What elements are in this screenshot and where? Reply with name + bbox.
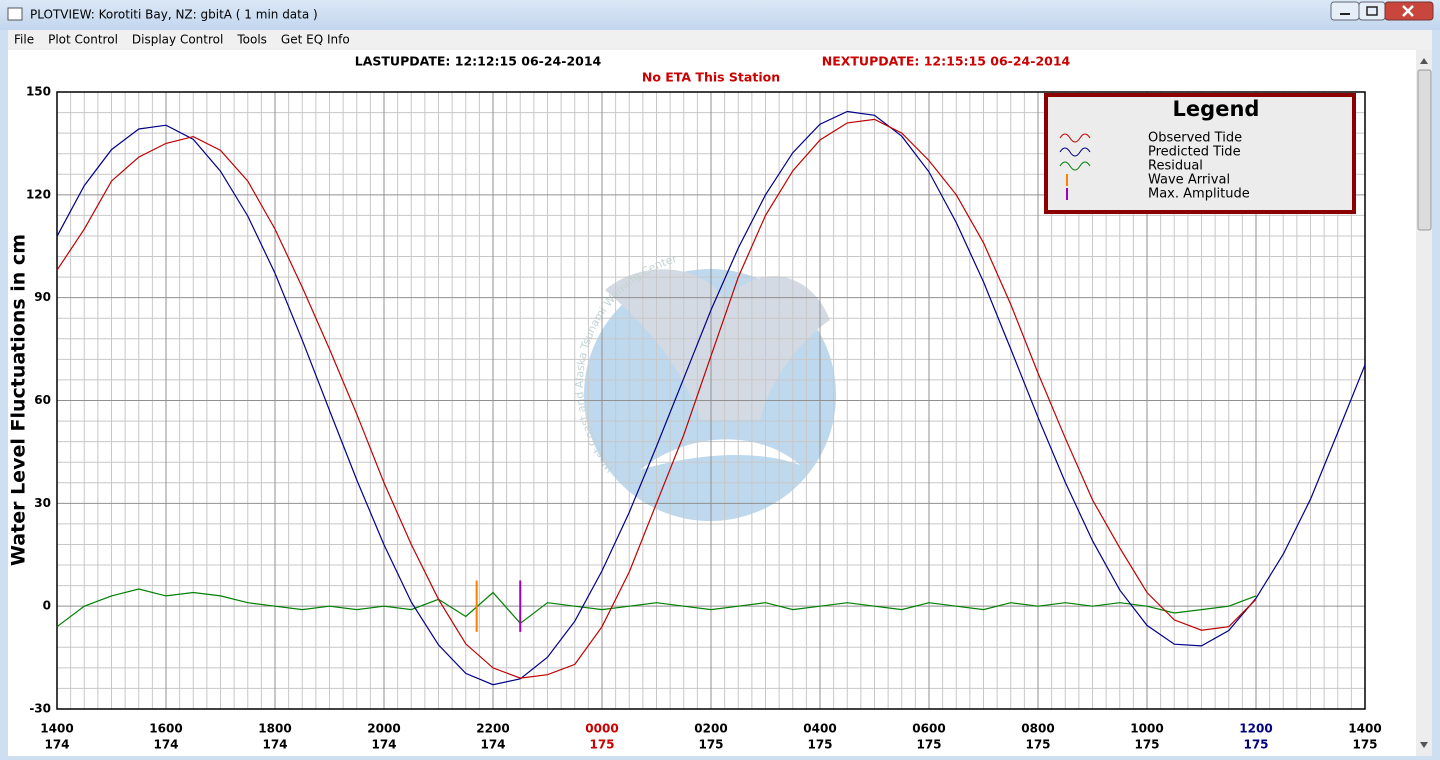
x-tick-day: 174 — [480, 738, 505, 752]
menu-item[interactable]: Display Control — [132, 33, 223, 47]
x-tick-day: 175 — [1243, 738, 1268, 752]
x-tick-day: 174 — [153, 738, 178, 752]
title-bar — [0, 0, 1440, 30]
close-icon — [1402, 5, 1414, 17]
x-tick-label: 1000 — [1130, 722, 1163, 736]
x-tick-label: 2200 — [476, 722, 509, 736]
legend-label: Max. Amplitude — [1148, 187, 1250, 202]
legend-swatch — [1059, 133, 1091, 143]
x-tick-label: 0000 — [585, 722, 618, 736]
watermark: West Coast and Alaska Tsunami Warning Ce… — [573, 252, 836, 521]
x-tick-day: 175 — [1134, 738, 1159, 752]
y-tick-label: 30 — [34, 496, 51, 510]
menu-item[interactable]: Tools — [236, 33, 267, 47]
window-title: PLOTVIEW: Korotiti Bay, NZ: gbitA ( 1 mi… — [30, 8, 318, 22]
maximize-icon — [1366, 6, 1378, 16]
eta: No ETA This Station — [642, 70, 780, 85]
y-tick-label: 120 — [26, 187, 51, 201]
x-tick-label: 1400 — [40, 722, 73, 736]
x-tick-label: 0800 — [1021, 722, 1054, 736]
menu-item[interactable]: File — [14, 33, 34, 47]
y-axis-label: Water Level Fluctuations in cm — [8, 234, 30, 566]
legend-title: Legend — [1173, 97, 1260, 121]
series-line — [56, 110, 1366, 686]
x-tick-label: 1600 — [149, 722, 182, 736]
plot-frame — [56, 91, 1366, 710]
maximize-button[interactable] — [1358, 1, 1386, 21]
x-tick-label: 0600 — [912, 722, 945, 736]
x-tick-label: 2000 — [367, 722, 400, 736]
x-tick-day: 175 — [916, 738, 941, 752]
x-tick-day: 174 — [371, 738, 396, 752]
x-tick-day: 175 — [589, 738, 614, 752]
last-update: LASTUPDATE: 12:12:15 06-24-2014 — [355, 54, 602, 69]
menu-item[interactable]: Get EQ Info — [281, 33, 350, 47]
x-tick-day: 175 — [1352, 738, 1377, 752]
plot: -30 0 30 60 90 120 150 1400 174 1600 174 1800 174 200… — [26, 85, 1382, 752]
legend-swatch — [1059, 147, 1091, 157]
x-tick-day: 175 — [1025, 738, 1050, 752]
minimize-button[interactable] — [1330, 1, 1360, 21]
x-tick-label: 1400 — [1348, 722, 1381, 736]
legend-label: Observed Tide — [1148, 131, 1242, 146]
x-tick-day: 174 — [262, 738, 287, 752]
legend-swatch — [1059, 161, 1091, 171]
x-tick-label: 0400 — [803, 722, 836, 736]
y-tick-label: 60 — [34, 393, 51, 407]
legend-label: Predicted Tide — [1148, 145, 1241, 160]
menu: File Plot Control Display Control Tools Get … — [14, 33, 350, 47]
series-line — [56, 118, 1257, 679]
y-tick-label: -30 — [29, 702, 51, 716]
legend-label: Wave Arrival — [1148, 173, 1230, 188]
app-icon — [7, 7, 23, 21]
legend-box — [1044, 93, 1356, 214]
x-tick-label: 1800 — [258, 722, 291, 736]
x-tick-day: 174 — [44, 738, 69, 752]
y-tick-label: 0 — [43, 599, 51, 613]
x-tick-label: 1200 — [1239, 722, 1272, 736]
scrollbar-thumb[interactable] — [1417, 69, 1432, 231]
y-tick-label: 150 — [26, 85, 51, 99]
x-tick-day: 175 — [807, 738, 832, 752]
legend-label: Residual — [1148, 159, 1203, 174]
y-tick-label: 90 — [34, 290, 51, 304]
x-tick-day: 175 — [698, 738, 723, 752]
next-update: NEXTUPDATE: 12:15:15 06-24-2014 — [822, 54, 1071, 69]
menu-bar — [8, 30, 1432, 50]
series-line — [56, 588, 1257, 628]
x-tick-label: 0200 — [694, 722, 727, 736]
menu-item[interactable]: Plot Control — [48, 33, 118, 47]
